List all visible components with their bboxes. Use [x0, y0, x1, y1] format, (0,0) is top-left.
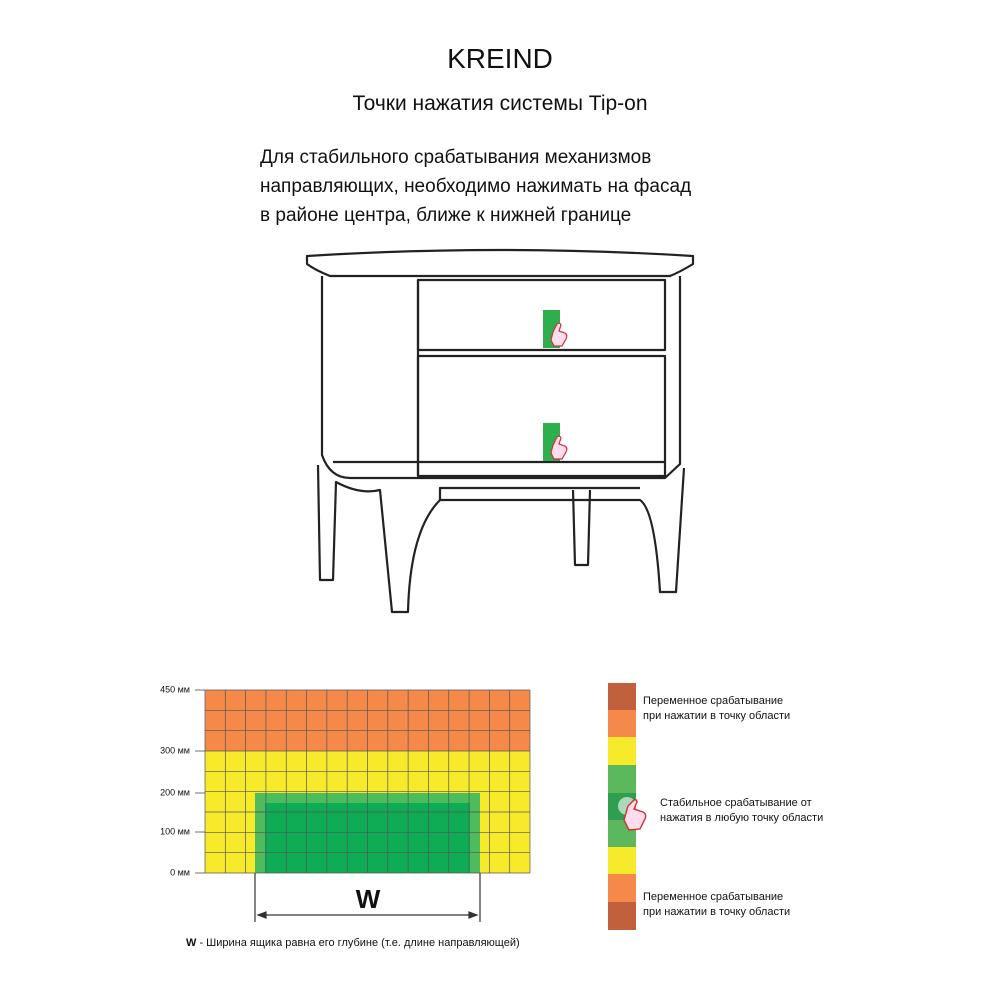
description-line: в районе центра, ближе к нижней границе [260, 205, 631, 226]
scale-label: 0 мм [170, 867, 190, 877]
scale-label: 450 мм [160, 684, 190, 694]
footnote: W - Ширина ящика равна его глубине (т.е.… [186, 937, 520, 949]
hand-icon [623, 799, 647, 831]
width-label: W [356, 884, 381, 914]
footnote-text: - Ширина ящика равна его глубине (т.е. д… [199, 937, 519, 949]
legend-text: Переменное срабатывание [643, 891, 783, 903]
nightstand-drawing [305, 248, 695, 614]
footnote-key: W [186, 937, 197, 949]
scale-label: 300 мм [160, 745, 190, 755]
legend-text: при нажатии в точку области [643, 710, 790, 722]
legend-text: Стабильное срабатывание от [660, 797, 812, 809]
brand: KREIND [447, 43, 553, 74]
hand-icon [550, 322, 568, 347]
legend-text: нажатия в любую точку области [660, 812, 823, 824]
description-line: направляющих, необходимо нажимать на фас… [260, 176, 691, 197]
subtitle: Точки нажатия системы Tip-on [352, 92, 647, 115]
pressure-grid [204, 689, 531, 874]
legend-text: Переменное срабатывание [643, 695, 783, 707]
legend-text: при нажатии в точку области [643, 906, 790, 918]
width-dimension [254, 873, 481, 922]
description-line: Для стабильного срабатывания механизмов [260, 147, 651, 168]
scale-label: 100 мм [160, 826, 190, 836]
legend-bar [608, 683, 647, 930]
scale-label: 200 мм [160, 787, 190, 797]
hand-icon [550, 435, 568, 460]
